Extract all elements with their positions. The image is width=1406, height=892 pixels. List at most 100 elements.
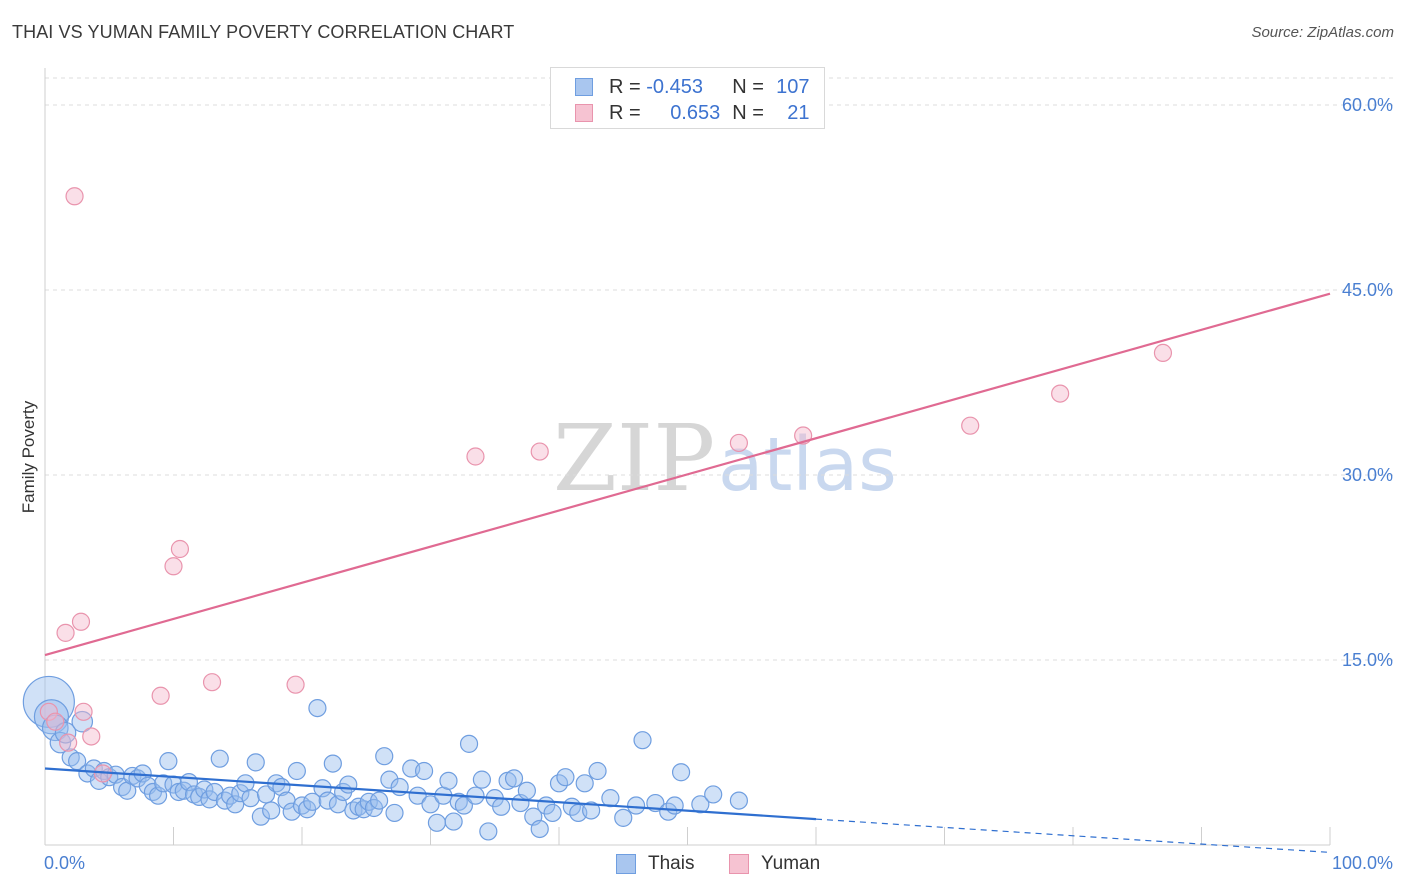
data-point-thais — [380, 770, 399, 789]
data-point-thais — [479, 822, 498, 841]
data-point-yuman — [170, 539, 190, 559]
data-point-thais — [408, 786, 427, 805]
trendline-extension-thais — [815, 818, 1331, 853]
series-yuman — [39, 187, 1173, 783]
data-point-thais — [287, 761, 306, 781]
bottom-legend-label-yuman: Yuman — [761, 853, 821, 874]
data-point-thais — [704, 785, 723, 804]
legend-n-value: 21 — [787, 101, 810, 124]
legend-r-label: R = — [609, 101, 647, 124]
chart-title: THAI VS YUMAN FAMILY POVERTY CORRELATION… — [12, 22, 515, 42]
gridlines — [45, 77, 1395, 661]
data-point-thais — [614, 808, 633, 827]
data-point-thais — [444, 812, 463, 831]
data-point-thais — [262, 801, 281, 820]
data-point-thais — [226, 795, 245, 814]
bottom-legend-thais: Thais — [616, 851, 694, 877]
data-point-yuman — [530, 442, 549, 461]
data-point-thais — [543, 803, 562, 823]
legend-row-thais: R = -0.453 N = 107 — [575, 74, 810, 100]
data-point-thais — [626, 796, 646, 815]
x-tick-labels: 0.0% 100.0% — [44, 853, 1393, 873]
data-point-yuman — [151, 686, 170, 705]
data-point-thais — [691, 795, 710, 814]
data-point-yuman — [1051, 384, 1070, 403]
data-point-thais — [504, 769, 524, 788]
watermark-zip: ZIP — [553, 405, 715, 512]
data-point-thais — [439, 771, 458, 790]
data-point-thais — [318, 791, 337, 810]
data-point-yuman — [82, 727, 101, 746]
data-point-thais — [472, 770, 491, 789]
data-point-thais — [729, 791, 749, 810]
chart-source: Source: ZipAtlas.com — [1251, 24, 1394, 41]
axes — [44, 68, 1331, 846]
data-point-yuman — [59, 733, 78, 752]
data-point-thais — [370, 791, 389, 810]
data-point-thais — [41, 714, 69, 742]
legend-row-yuman: R = 0.653 N = 21 — [575, 100, 810, 126]
data-point-yuman — [729, 433, 749, 453]
watermark: ZIP atlas — [553, 405, 897, 512]
data-point-thais — [375, 747, 394, 766]
data-point-yuman — [1153, 343, 1173, 362]
data-point-thais — [323, 754, 342, 773]
data-point-yuman — [65, 187, 84, 206]
x-tick-label: 0.0% — [44, 853, 85, 873]
data-point-thais — [339, 775, 358, 794]
trendline-thais — [44, 767, 817, 821]
data-point-yuman — [46, 712, 65, 731]
data-point-thais — [241, 789, 260, 808]
data-point-thais — [174, 781, 193, 800]
data-point-yuman — [286, 675, 305, 694]
data-point-thais — [303, 792, 322, 811]
data-point-thais — [210, 749, 229, 768]
y-axis-label: Family Poverty — [19, 400, 38, 513]
data-point-thais — [231, 784, 250, 803]
legend-n-value: 107 — [776, 75, 810, 98]
data-point-yuman — [39, 702, 58, 721]
data-point-thais — [308, 698, 327, 718]
data-point-thais — [601, 789, 620, 808]
data-point-thais — [588, 761, 607, 781]
legend-swatch-yuman — [575, 104, 593, 122]
data-point-thais — [530, 819, 549, 839]
data-point-yuman — [466, 447, 485, 466]
legend-r-label: R = — [609, 75, 647, 98]
bottom-legend-yuman: Yuman — [729, 851, 820, 877]
y-tick-labels: 15.0% 30.0% 45.0% 60.0% — [1342, 95, 1393, 670]
data-point-thais — [665, 796, 684, 815]
data-point-yuman — [961, 416, 980, 435]
series-thais — [22, 675, 749, 841]
data-point-thais — [421, 795, 440, 814]
legend-n-label: N = — [732, 75, 770, 98]
legend-swatch-thais — [575, 78, 593, 96]
data-point-thais — [427, 813, 447, 832]
data-point-thais — [414, 761, 434, 781]
trendlines — [44, 292, 1331, 853]
data-point-thais — [246, 753, 265, 772]
y-tick-label: 60.0% — [1342, 95, 1393, 115]
watermark-atlas: atlas — [718, 422, 897, 508]
data-point-yuman — [74, 702, 93, 721]
data-point-thais — [215, 791, 234, 810]
data-point-thais — [492, 797, 511, 816]
data-point-thais — [159, 752, 178, 771]
data-point-thais — [633, 731, 652, 750]
data-point-thais — [517, 781, 536, 800]
trendline-yuman — [44, 292, 1331, 657]
correlation-legend: R = -0.453 N = 107 R = 0.653 N = 21 — [550, 67, 825, 129]
legend-r-value: 0.653 — [670, 101, 721, 124]
data-point-thais — [385, 803, 404, 823]
bottom-legend-label-thais: Thais — [648, 853, 695, 874]
data-point-thais — [282, 802, 301, 821]
data-point-yuman — [164, 557, 183, 576]
y-tick-label: 15.0% — [1342, 650, 1393, 670]
data-point-thais — [582, 801, 601, 820]
data-point-thais — [556, 768, 575, 787]
data-point-thais — [671, 763, 691, 782]
data-point-thais — [575, 774, 594, 793]
legend-n-label: N = — [732, 101, 770, 124]
data-point-yuman — [71, 612, 91, 631]
